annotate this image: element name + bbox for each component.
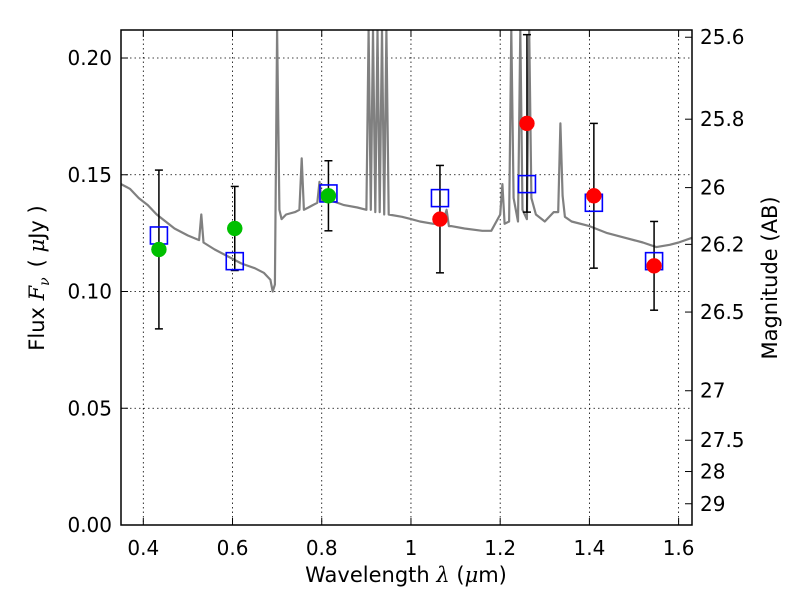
plot-frame: [120, 29, 693, 526]
x-tick-label: 0.8: [306, 536, 338, 560]
model-photometry-square: [517, 174, 537, 194]
observed-red-point: [432, 211, 448, 227]
y-axis-title: Flux Fν( μJy ): [25, 205, 53, 350]
y-tick-label: 0.00: [67, 513, 112, 537]
model-photometry-square: [225, 251, 245, 271]
observed-red-point: [646, 258, 662, 274]
observed-red-point: [586, 188, 602, 204]
observed-red-point: [519, 115, 535, 132]
observed-green-point: [151, 241, 167, 258]
mag-tick-label: 26: [700, 176, 725, 200]
observed-green-point: [227, 220, 243, 237]
spectrum-line: [121, 30, 692, 293]
plot-area: [121, 30, 692, 330]
observed-green-point: [320, 188, 337, 204]
x-tick-label: 1: [405, 536, 418, 560]
x-tick-label: 1.6: [663, 536, 695, 560]
y-tick-label: 0.10: [67, 280, 112, 304]
y-tick-label: 0.15: [67, 163, 112, 187]
mag-tick-label: 29: [700, 492, 725, 516]
x-axis-title: Wavelength λ (μm): [305, 563, 507, 587]
x-tick-label: 1.2: [484, 536, 516, 560]
y-tick-label: 0.05: [67, 396, 112, 420]
y2-axis-title: Magnitude (AB): [758, 196, 782, 359]
x-tick-label: 0.4: [127, 536, 159, 560]
axis-ticks: 0.4 0.6 0.8 1 1.2 1.4 1.6 0.00 0.05 0.10 0.15 0.20 2…: [67, 25, 744, 560]
mag-tick-label: 27: [700, 379, 725, 403]
mag-tick-label: 26.5: [700, 300, 745, 324]
x-tick-label: 0.6: [217, 536, 249, 560]
y-tick-label: 0.20: [67, 46, 112, 70]
grid-lines: [121, 30, 692, 526]
mag-tick-label: 25.6: [700, 25, 745, 49]
x-tick-label: 1.4: [573, 536, 605, 560]
mag-tick-label: 25.8: [700, 107, 745, 131]
mag-tick-label: 26.2: [700, 232, 745, 256]
model-photometry-square: [430, 188, 450, 208]
mag-tick-label: 28: [700, 460, 725, 484]
mag-tick-label: 27.5: [700, 428, 745, 452]
